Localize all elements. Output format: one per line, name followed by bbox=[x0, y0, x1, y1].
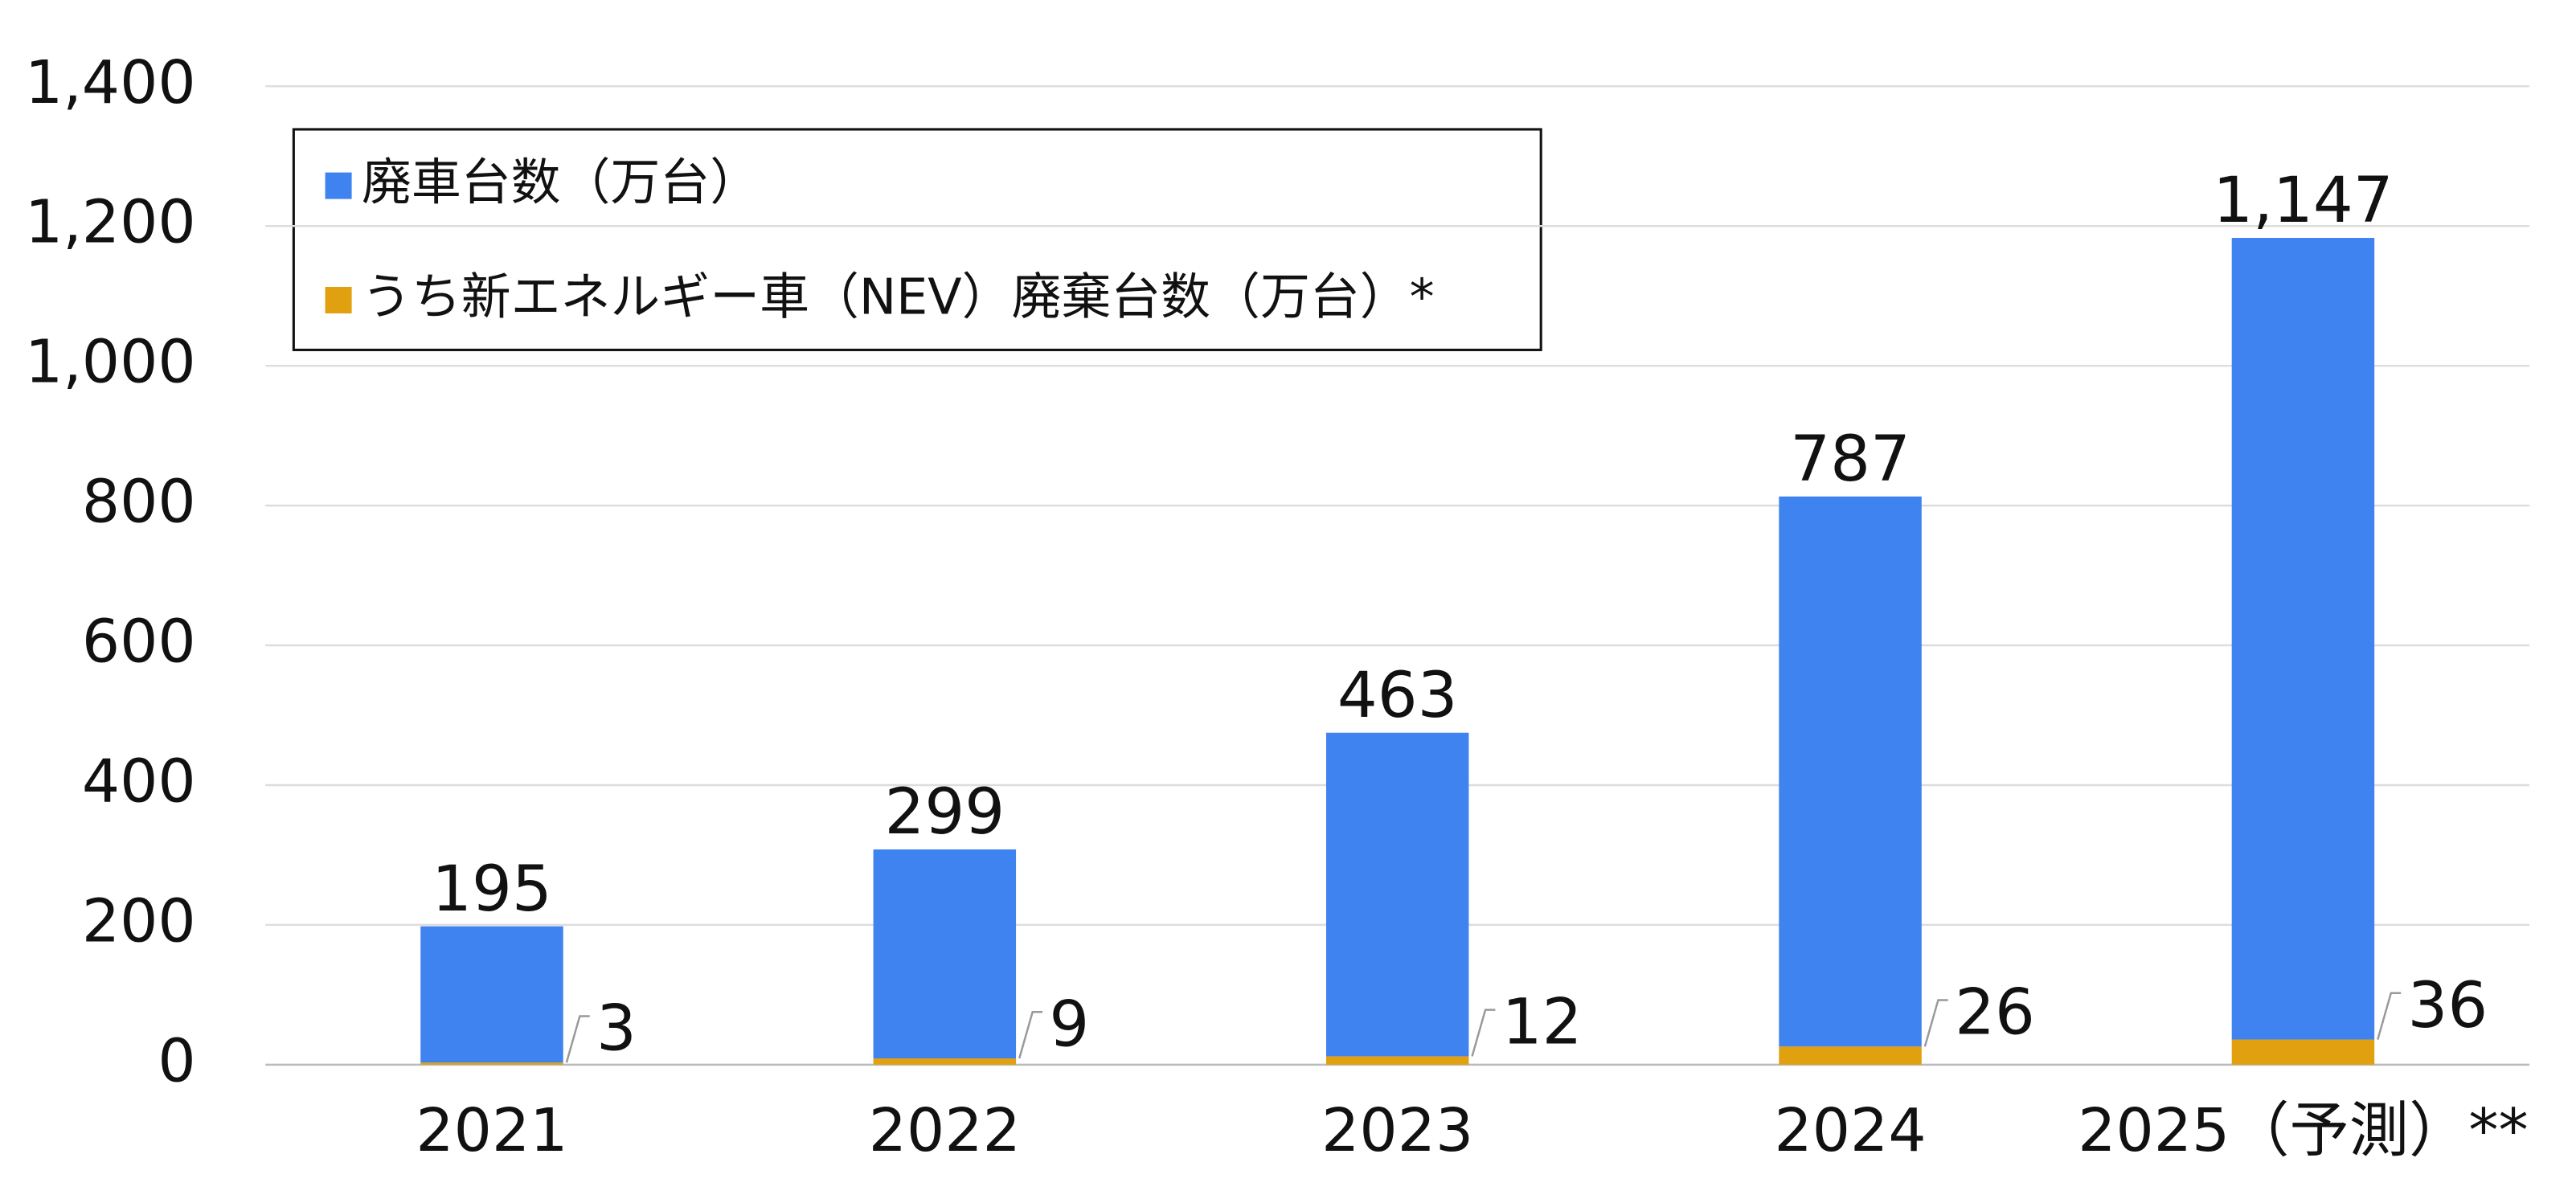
bar-segment bbox=[1779, 1046, 1922, 1065]
bar-segment bbox=[873, 849, 1017, 1059]
bar-segment bbox=[873, 1058, 1017, 1065]
data-label: 9 bbox=[1049, 988, 1089, 1061]
y-tick-label: 1,200 bbox=[25, 187, 196, 257]
leader-line bbox=[2377, 992, 2402, 1040]
data-label: 463 bbox=[1337, 659, 1458, 732]
y-tick-label: 1,400 bbox=[25, 47, 196, 117]
legend-label: うち新エネルギー車（NEV）廃棄台数（万台）* bbox=[362, 268, 1435, 326]
legend-swatch bbox=[325, 287, 352, 314]
x-tick-label: 2025（予測）** bbox=[2078, 1095, 2528, 1165]
leader-line bbox=[1018, 1010, 1043, 1059]
y-tick-label: 600 bbox=[82, 607, 196, 677]
y-tick-label: 1,000 bbox=[25, 327, 196, 397]
y-tick-label: 800 bbox=[82, 467, 196, 537]
bar-segment bbox=[2231, 1039, 2375, 1065]
legend-label: 廃車台数（万台） bbox=[362, 153, 760, 211]
leader-line bbox=[1471, 1009, 1496, 1057]
y-tick-label: 400 bbox=[82, 746, 196, 816]
bar-segment bbox=[420, 926, 563, 1063]
data-label: 12 bbox=[1502, 986, 1583, 1059]
data-label: 36 bbox=[2407, 969, 2488, 1042]
data-label: 195 bbox=[432, 853, 552, 926]
leader-line bbox=[565, 1015, 590, 1063]
x-tick-label: 2023 bbox=[1321, 1095, 1473, 1165]
x-tick-label: 2021 bbox=[416, 1095, 567, 1165]
bar-segment bbox=[2231, 238, 2375, 1040]
data-label: 1,147 bbox=[2213, 164, 2393, 237]
data-label: 299 bbox=[885, 775, 1005, 849]
y-tick-label: 200 bbox=[82, 886, 196, 956]
data-label: 787 bbox=[1790, 423, 1910, 496]
leader-line bbox=[1923, 999, 1948, 1047]
x-tick-label: 2024 bbox=[1775, 1095, 1927, 1165]
legend-swatch bbox=[325, 172, 352, 199]
data-label: 26 bbox=[1955, 976, 2035, 1050]
bar-segment bbox=[1325, 732, 1469, 1057]
bar-segment bbox=[1325, 1056, 1469, 1065]
y-tick-label: 0 bbox=[158, 1025, 195, 1095]
bar-segment bbox=[1779, 496, 1922, 1047]
data-label: 3 bbox=[596, 992, 637, 1066]
legend-box bbox=[292, 128, 1542, 351]
bar-segment bbox=[420, 1062, 563, 1065]
x-tick-label: 2022 bbox=[869, 1095, 1021, 1165]
